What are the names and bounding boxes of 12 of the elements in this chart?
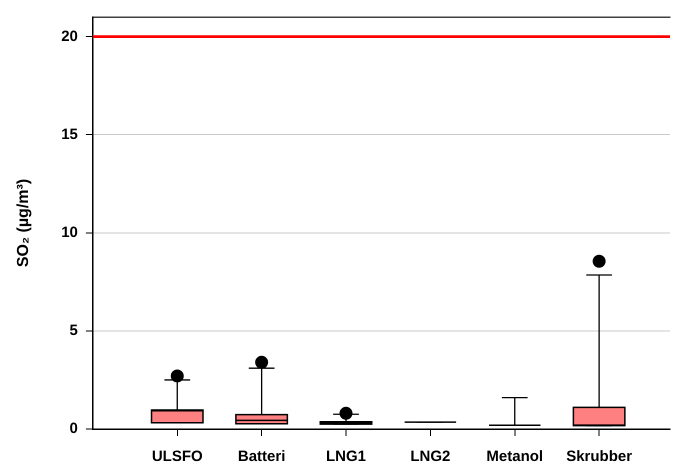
x-tick-label: Metanol bbox=[486, 448, 544, 462]
y-tick-label: 20 bbox=[61, 28, 78, 45]
y-tick-label: 15 bbox=[61, 126, 78, 143]
x-tick-label: LNG1 bbox=[326, 448, 366, 462]
x-tick-label: ULSFO bbox=[152, 448, 203, 462]
y-tick-label: 10 bbox=[61, 224, 78, 241]
x-tick-label: Skrubber bbox=[566, 448, 632, 462]
x-tick-label: LNG2 bbox=[410, 448, 450, 462]
y-tick-label: 0 bbox=[70, 420, 78, 438]
y-axis-title: SO₂ (µg/m³) bbox=[15, 178, 32, 268]
x-tick-label: Batteri bbox=[238, 448, 286, 462]
y-tick-label: 5 bbox=[70, 322, 78, 340]
